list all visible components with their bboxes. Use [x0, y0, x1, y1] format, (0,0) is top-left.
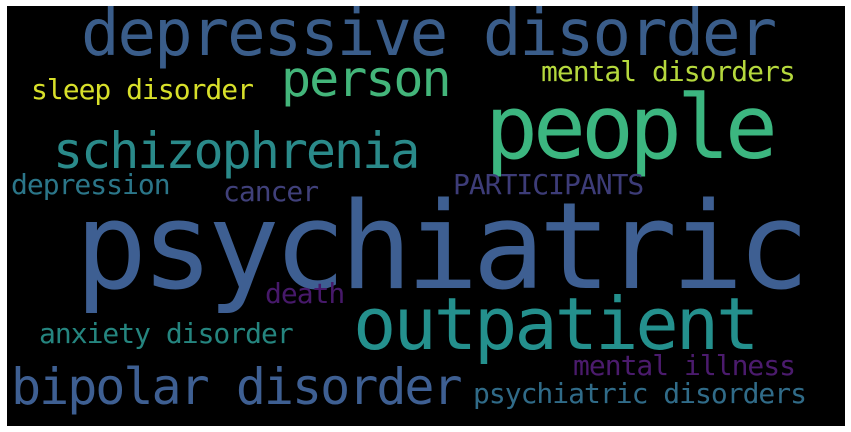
word-depressive-disorder: depressive disorder [81, 6, 777, 71]
word-mental-illness: mental illness [573, 349, 796, 382]
word-bipolar-disorder: bipolar disorder [11, 358, 463, 416]
word-cancer: cancer [223, 175, 319, 208]
word-psychiatric: psychiatric [75, 178, 810, 317]
word-person: person [281, 50, 452, 108]
word-outpatient: outpatient [353, 282, 759, 366]
word-psychiatric-disorders: psychiatric disorders [473, 377, 807, 410]
word-mental-disorders: mental disorders [541, 55, 796, 88]
word-schizophrenia: schizophrenia [53, 122, 420, 180]
word-sleep-disorder: sleep disorder [31, 73, 254, 106]
word-participants: PARTICIPANTS [453, 168, 644, 201]
word-depression: depression [11, 168, 171, 201]
word-death: death [265, 277, 345, 310]
word-anxiety-disorder: anxiety disorder [39, 317, 294, 350]
word-people: people [485, 76, 778, 179]
word-cloud: depressive disorder person mental disord… [7, 6, 845, 426]
